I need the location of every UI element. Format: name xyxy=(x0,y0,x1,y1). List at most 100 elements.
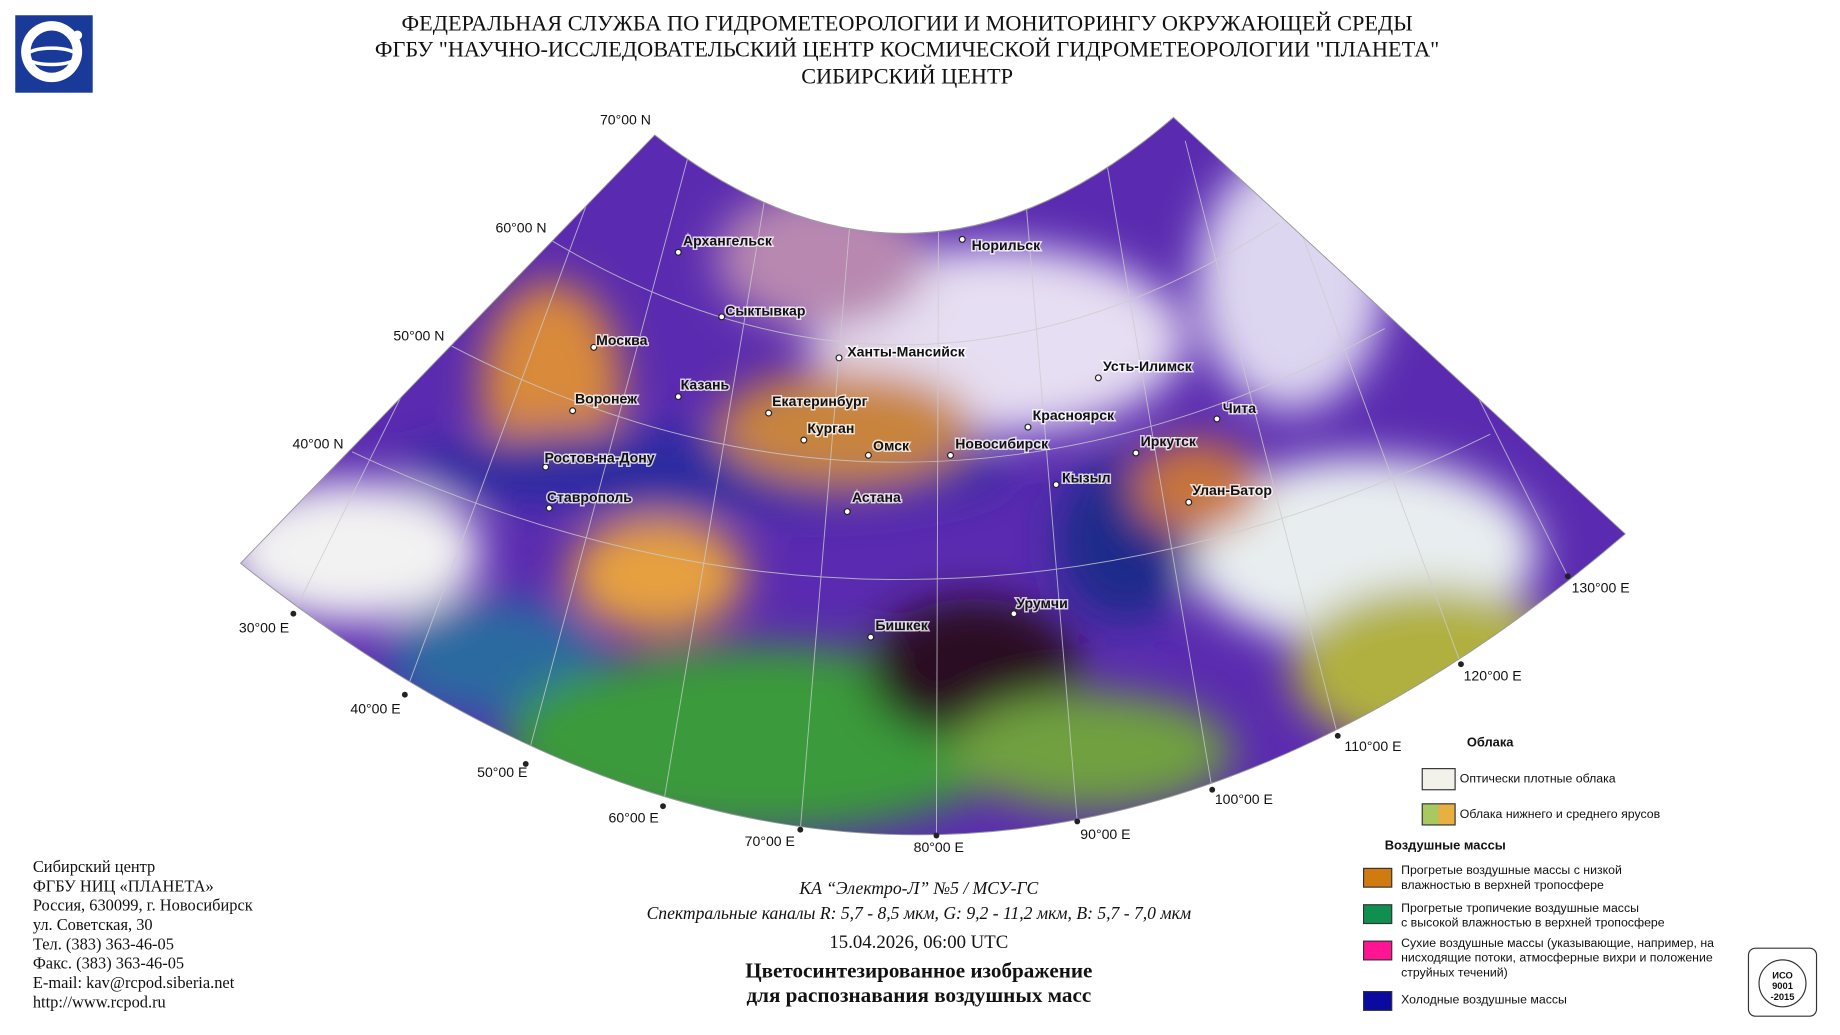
legend-item: нисходящие потоки, атмосферные вихри и п… xyxy=(1401,951,1713,965)
longitude-label: 70°00 E xyxy=(745,833,795,849)
city-dot xyxy=(946,451,955,459)
city-dot xyxy=(1132,449,1140,457)
legend-item: Прогретые воздушные массы с низкой xyxy=(1401,863,1622,877)
city-dot xyxy=(1052,481,1060,489)
city-dot xyxy=(1185,498,1193,506)
longitude-label: 50°00 E xyxy=(477,764,527,780)
city-label: Иркутск xyxy=(1141,433,1197,449)
legend-item: Прогретые тропичекие воздушные массы xyxy=(1401,901,1639,915)
header-line: ФЕДЕРАЛЬНАЯ СЛУЖБА ПО ГИДРОМЕТЕОРОЛОГИИ … xyxy=(402,11,1413,36)
city-dot xyxy=(1094,374,1102,382)
city-label: Омск xyxy=(873,438,910,454)
longitude-label: 60°00 E xyxy=(609,810,659,826)
city-label: Казань xyxy=(681,377,730,393)
city-dot xyxy=(1024,423,1032,431)
longitude-label: 30°00 E xyxy=(239,619,289,635)
caption-satellite: КА “Электро-Л” №5 / МСУ-ГС xyxy=(798,878,1038,898)
city-label: Кызыл xyxy=(1062,469,1111,485)
latitude-label: 60°00 N xyxy=(496,219,547,235)
legend-item: влажностью в верхней тропосфере xyxy=(1401,878,1604,892)
caption-title: Цветосинтезированное изображение xyxy=(745,958,1092,982)
longitude-dot xyxy=(1074,818,1081,825)
header-line: СИБИРСКИЙ ЦЕНТР xyxy=(801,63,1013,88)
legend-item: струйных течений) xyxy=(1401,965,1508,979)
longitude-dot xyxy=(1458,661,1464,668)
city-dot xyxy=(674,248,682,256)
badge-text: -2015 xyxy=(1771,992,1795,1002)
city-label: Норильск xyxy=(972,237,1041,253)
longitude-label: 80°00 E xyxy=(914,839,964,855)
city-dot xyxy=(835,354,843,362)
swatch-warm-dry xyxy=(1362,867,1393,888)
iso-badge xyxy=(1747,947,1818,1017)
latitude-label: 40°00 N xyxy=(292,435,343,451)
city-label: Усть-Илимск xyxy=(1103,358,1193,374)
swatch-dry xyxy=(1362,940,1393,961)
longitude-dot xyxy=(797,826,804,833)
legend-title: Воздушные массы xyxy=(1385,838,1506,853)
city-label: Москва xyxy=(596,332,647,348)
city-dot xyxy=(545,504,553,512)
city-dot xyxy=(843,508,851,516)
logo xyxy=(15,15,93,93)
longitude-dot xyxy=(1334,732,1341,739)
contact-line: E-mail: kav@rcpod.siberia.net xyxy=(33,973,235,992)
longitude-dot xyxy=(660,803,666,810)
city-label: Сыктывкар xyxy=(725,303,806,319)
city-label: Бишкек xyxy=(875,617,928,633)
longitude-dot xyxy=(933,832,940,839)
badge-text: ИСО xyxy=(1772,971,1793,981)
contact-line: Россия, 630099, г. Новосибирск xyxy=(33,896,253,915)
contact-line: ФГБУ НИЦ «ПЛАНЕТА» xyxy=(33,876,214,895)
legend-item: с высокой влажностью в верхней тропосфер… xyxy=(1401,915,1665,929)
city-dot xyxy=(1010,610,1018,618)
badge-text: 9001 xyxy=(1772,981,1793,991)
latitude-label: 50°00 N xyxy=(393,327,444,343)
swatch-warm-humid xyxy=(1362,904,1393,925)
swatch-low-clouds xyxy=(1421,803,1456,826)
city-label: Ростов-на-Дону xyxy=(544,449,654,465)
city-label: Улан-Батор xyxy=(1192,482,1272,498)
longitude-dot xyxy=(1209,786,1216,793)
longitude-dot xyxy=(522,760,529,767)
city-label: Новосибирск xyxy=(955,435,1049,451)
city-label: Воронеж xyxy=(575,391,638,407)
map-frame xyxy=(239,116,1626,836)
swatch-dense-clouds xyxy=(1421,768,1456,791)
header-line: ФГБУ "НАУЧНО-ИССЛЕДОВАТЕЛЬСКИЙ ЦЕНТР КОС… xyxy=(375,36,1439,61)
contact-line: Тел. (383) 363-46-05 xyxy=(33,934,174,953)
longitude-label: 110°00 E xyxy=(1344,738,1401,754)
contact-line: http://www.rcpod.ru xyxy=(33,992,166,1011)
longitude-label: 120°00 E xyxy=(1464,668,1522,684)
legend-item: Холодные воздушные массы xyxy=(1401,992,1567,1006)
city-label: Курган xyxy=(807,420,854,436)
longitude-label: 40°00 E xyxy=(350,700,400,716)
legend-item: Облака нижнего и среднего ярусов xyxy=(1460,807,1660,821)
latitude-label: 70°00 N xyxy=(600,111,651,127)
city-label: Архангельск xyxy=(683,232,773,248)
city-dot xyxy=(765,409,773,417)
longitude-dot xyxy=(401,691,408,698)
city-dot xyxy=(864,451,872,459)
city-label: Астана xyxy=(852,489,901,505)
city-dot xyxy=(958,235,966,243)
city-dot xyxy=(674,393,682,401)
city-label: Чита xyxy=(1223,400,1256,416)
longitude-dot xyxy=(1564,573,1571,580)
legend-item: Оптически плотные облака xyxy=(1460,772,1616,786)
city-label: Красноярск xyxy=(1033,407,1115,423)
contact-line: Сибирский центр xyxy=(33,857,155,876)
contact-line: Факс. (383) 363-46-05 xyxy=(33,954,184,973)
city-label: Урумчи xyxy=(1016,595,1068,611)
swatch-cold xyxy=(1362,990,1393,1011)
city-label: Ставрополь xyxy=(547,489,632,505)
caption-channels: Спектральные каналы R: 5,7 - 8,5 мкм, G:… xyxy=(647,903,1191,923)
caption-title: для распознавания воздушных масс xyxy=(746,983,1091,1007)
city-dot xyxy=(1213,415,1221,423)
legend-item: Сухие воздушные массы (указывающие, напр… xyxy=(1401,936,1714,950)
longitude-label: 90°00 E xyxy=(1080,826,1130,842)
contact-line: ул. Советская, 30 xyxy=(33,915,153,934)
city-dot xyxy=(569,407,577,415)
caption-datetime: 15.04.2026, 06:00 UTC xyxy=(829,932,1008,953)
